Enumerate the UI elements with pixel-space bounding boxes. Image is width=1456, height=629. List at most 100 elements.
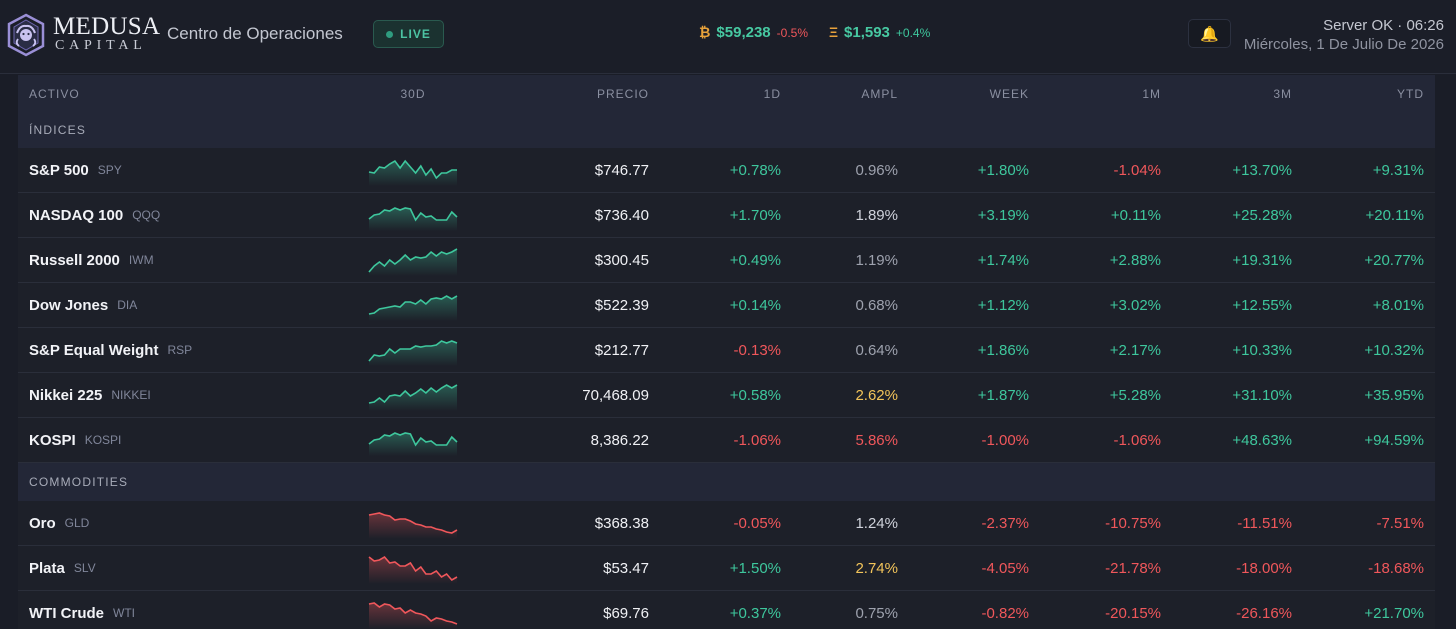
price-cell: $368.38 [594, 514, 649, 532]
server-status-panel: Server OK · 06:26 Miércoles, 1 De Julio … [1244, 16, 1444, 54]
column-header-activo[interactable]: ACTIVO [29, 86, 80, 101]
top-bar: MEDUSA CAPITAL Centro de Operaciones LIV… [0, 0, 1456, 74]
change-1m-cell: -21.78% [1105, 559, 1161, 577]
asset-name: Nikkei 225 [29, 386, 103, 404]
change-3m-cell: +13.70% [1232, 161, 1292, 179]
table-header: ACTIVO 30D PRECIO 1D AMPL WEEK 1M 3M YTD [18, 75, 1435, 112]
asset-cell: KOSPI KOSPI [29, 418, 359, 462]
sparkline-line [368, 602, 458, 625]
table-row[interactable]: NASDAQ 100 QQQ $736.40 +1.70% 1.89% +3.1… [18, 193, 1435, 238]
change-week-cell: +1.74% [977, 251, 1029, 269]
table-row[interactable]: Nikkei 225 NIKKEI 70,468.09 +0.58% 2.62%… [18, 373, 1435, 418]
section-label: ÍNDICES [29, 123, 87, 137]
table-row[interactable]: Oro GLD $368.38 -0.05% 1.24% -2.37% -10.… [18, 501, 1435, 546]
price-cell: $212.77 [594, 341, 649, 359]
sparkline-area [369, 513, 457, 539]
table-row[interactable]: WTI Crude WTI $69.76 +0.37% 0.75% -0.82%… [18, 591, 1435, 629]
change-3m-cell: +12.55% [1232, 296, 1292, 314]
price-cell: 8,386.22 [590, 431, 649, 449]
change-1m-cell: +0.11% [1110, 206, 1161, 224]
sparkline-area [369, 385, 457, 411]
sparkline-chart [368, 159, 457, 186]
sparkline-line [368, 295, 458, 315]
column-header-ampl[interactable]: AMPL [861, 86, 898, 101]
sparkline-line [368, 555, 458, 582]
change-1m-cell: -1.06% [1113, 431, 1161, 449]
change-ytd-cell: +20.77% [1364, 251, 1424, 269]
change-1d-cell: -0.13% [733, 341, 781, 359]
crypto-ticker-btc[interactable]: ₿ $59,238 -0.5% [699, 24, 808, 41]
change-1m-cell: +5.28% [1109, 386, 1161, 404]
ticker-change: +0.4% [895, 26, 931, 40]
asset-name: Dow Jones [29, 296, 109, 314]
asset-ticker: QQQ [132, 208, 161, 222]
asset-ticker: IWM [128, 253, 154, 267]
asset-ticker: WTI [113, 606, 135, 620]
change-1d-cell: +0.78% [729, 161, 781, 179]
price-cell: $736.40 [594, 206, 649, 224]
change-1d-cell: -0.05% [733, 514, 781, 532]
price-cell: $522.39 [594, 296, 649, 314]
table-row[interactable]: Russell 2000 IWM $300.45 +0.49% 1.19% +1… [18, 238, 1435, 283]
sparkline-line [368, 248, 458, 273]
sparkline-area [369, 341, 457, 366]
sparkline-area [369, 208, 457, 231]
bitcoin-icon: ₿ [699, 24, 711, 40]
column-header-week[interactable]: WEEK [989, 86, 1029, 101]
column-header-ytd[interactable]: YTD [1397, 86, 1424, 101]
sparkline-chart [368, 340, 458, 366]
live-badge[interactable]: LIVE [373, 20, 444, 48]
table-row[interactable]: Plata SLV $53.47 +1.50% 2.74% -4.05% -21… [18, 546, 1435, 591]
brand-subtitle: CAPITAL [55, 38, 147, 53]
change-3m-cell: +48.63% [1232, 431, 1292, 449]
change-1m-cell: -10.75% [1105, 514, 1161, 532]
ampl-cell: 0.75% [855, 604, 898, 622]
live-label: LIVE [400, 27, 431, 41]
price-cell: 70,468.09 [582, 386, 649, 404]
column-header-1d[interactable]: 1D [763, 86, 781, 101]
sparkline-area [369, 603, 457, 629]
change-1d-cell: +0.49% [729, 251, 781, 269]
ticker-price: $1,593 [844, 24, 890, 41]
sparkline-chart [368, 248, 458, 276]
sparkline-cell [368, 373, 458, 417]
sparkline-cell [368, 418, 458, 462]
change-1d-cell: +1.50% [729, 559, 781, 577]
sparkline-cell [368, 283, 458, 327]
table-row[interactable]: S&P 500 SPY $746.77 +0.78% 0.96% +1.80% … [18, 148, 1435, 193]
brand-name: MEDUSA [53, 13, 161, 40]
medusa-logo-icon [7, 13, 45, 57]
column-header-30d[interactable]: 30D [400, 86, 426, 101]
change-ytd-cell: -7.51% [1376, 514, 1424, 532]
ampl-cell: 1.19% [855, 251, 898, 269]
asset-name: S&P 500 [29, 161, 89, 179]
ethereum-icon: Ξ [829, 24, 839, 40]
ampl-cell: 2.62% [855, 386, 898, 404]
notifications-button[interactable]: 🔔 [1188, 19, 1231, 48]
live-dot-icon [386, 30, 394, 38]
change-ytd-cell: +8.01% [1372, 296, 1424, 314]
change-week-cell: +3.19% [977, 206, 1029, 224]
price-cell: $746.77 [594, 161, 649, 179]
column-header-1m[interactable]: 1M [1142, 86, 1161, 101]
column-header-precio[interactable]: PRECIO [596, 86, 649, 101]
table-row[interactable]: Dow Jones DIA $522.39 +0.14% 0.68% +1.12… [18, 283, 1435, 328]
column-header-3m[interactable]: 3M [1273, 86, 1292, 101]
ticker-change: -0.5% [776, 26, 809, 40]
table-row[interactable]: KOSPI KOSPI 8,386.22 -1.06% 5.86% -1.00%… [18, 418, 1435, 463]
sparkline-chart [368, 555, 458, 584]
sparkline-area [369, 296, 457, 321]
ampl-cell: 0.96% [855, 161, 898, 179]
change-1d-cell: -1.06% [733, 431, 781, 449]
asset-cell: Dow Jones DIA [29, 283, 359, 327]
change-ytd-cell: +94.59% [1364, 431, 1424, 449]
market-table: ACTIVO 30D PRECIO 1D AMPL WEEK 1M 3M YTD… [18, 75, 1435, 629]
crypto-ticker-eth[interactable]: Ξ $1,593 +0.4% [829, 24, 930, 41]
asset-name: WTI Crude [29, 604, 104, 622]
change-3m-cell: +10.33% [1232, 341, 1292, 359]
sparkline-cell [368, 193, 458, 237]
asset-ticker: NIKKEI [111, 388, 151, 402]
table-row[interactable]: S&P Equal Weight RSP $212.77 -0.13% 0.64… [18, 328, 1435, 373]
change-1d-cell: +0.37% [729, 604, 781, 622]
price-cell: $300.45 [594, 251, 649, 269]
